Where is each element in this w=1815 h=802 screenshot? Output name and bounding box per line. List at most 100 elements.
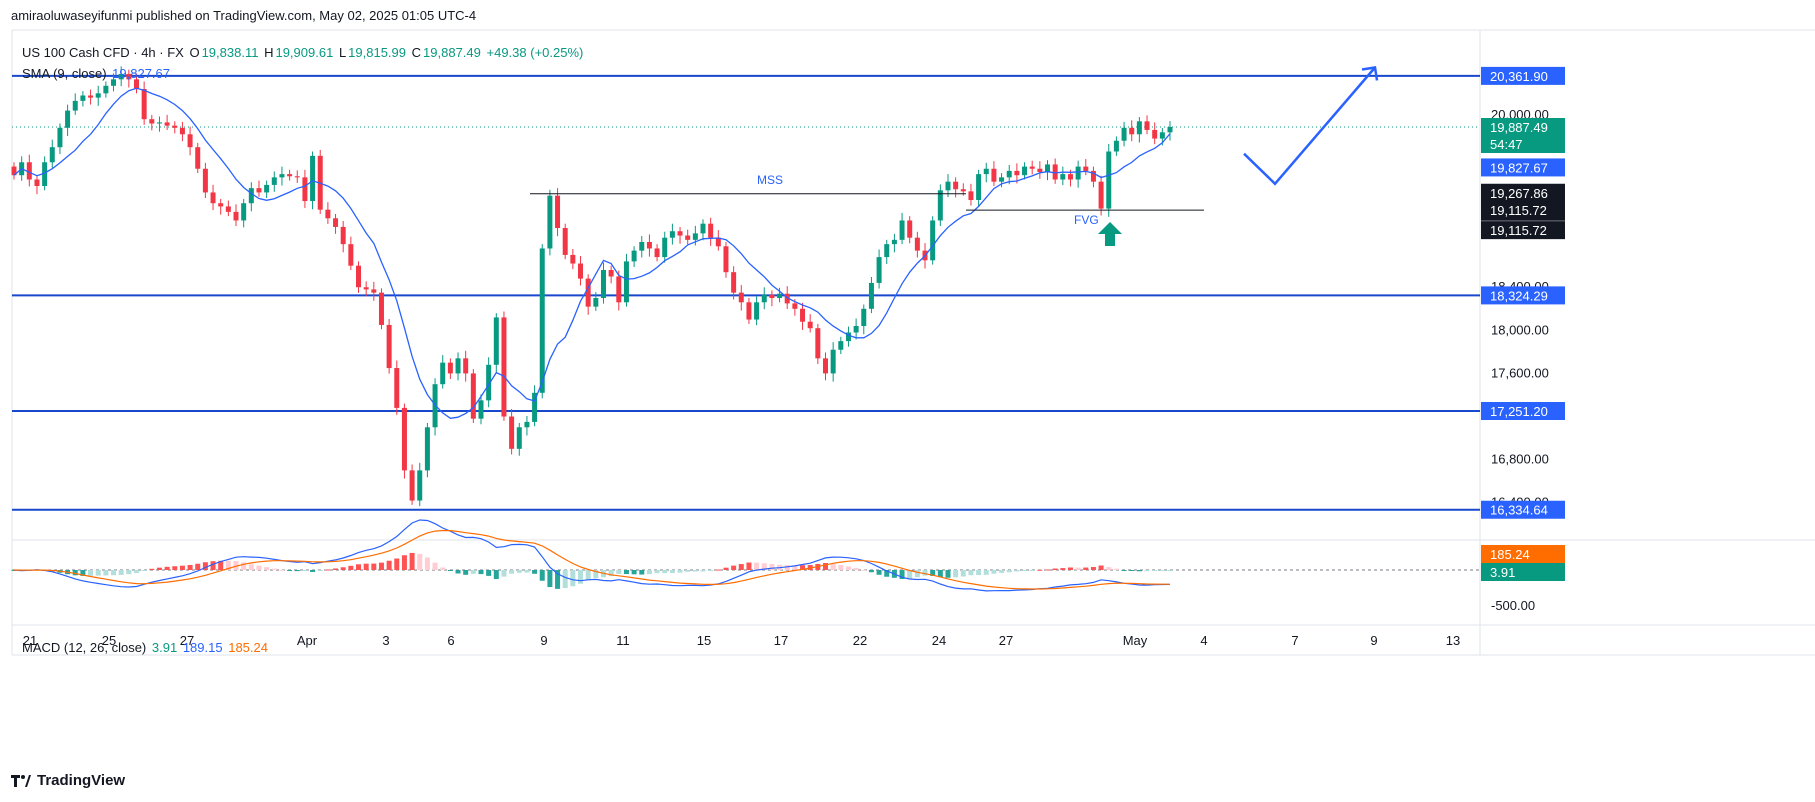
- candle: [470, 369, 476, 423]
- candle: [65, 104, 71, 136]
- candle: [861, 304, 867, 335]
- macd-histogram-bar: [899, 570, 905, 579]
- sma-line: [13, 87, 1171, 419]
- candle: [1113, 136, 1119, 156]
- candle-body: [685, 235, 691, 240]
- macd-histogram-bar: [210, 561, 216, 570]
- candle-body: [616, 276, 622, 303]
- candle: [930, 216, 936, 265]
- macd-histogram-bar: [248, 564, 254, 570]
- candle-body: [287, 174, 293, 177]
- macd-histogram-bar: [363, 563, 369, 570]
- candle-body: [501, 317, 507, 417]
- macd-histogram-bar: [187, 564, 193, 570]
- y-tick-label: 16,800.00: [1491, 452, 1549, 467]
- macd-histogram-bar: [654, 570, 660, 574]
- macd-histogram-bar: [608, 570, 614, 577]
- macd-histogram-bar: [1037, 569, 1043, 571]
- candle-body: [1159, 132, 1165, 139]
- candle-body: [49, 147, 55, 163]
- macd-histogram-bar: [1022, 570, 1028, 572]
- macd-hist-value: 3.91: [151, 640, 178, 655]
- price-axis-tag-bg: [1481, 500, 1565, 519]
- macd-histogram-bar: [348, 565, 354, 570]
- candle: [179, 121, 185, 142]
- candle-body: [792, 303, 798, 309]
- candle: [639, 236, 645, 258]
- candle: [386, 319, 392, 374]
- candle-body: [723, 246, 729, 273]
- candle: [700, 219, 706, 241]
- candle: [264, 180, 270, 199]
- candle-body: [562, 227, 568, 255]
- x-tick-label: 27: [999, 633, 1013, 648]
- macd-histogram-bar: [1098, 565, 1104, 570]
- candle-body: [1129, 127, 1135, 135]
- macd-histogram-bar: [264, 567, 270, 570]
- price-axis-tag-label: 19,115.72: [1490, 203, 1547, 218]
- candle-body: [57, 127, 63, 148]
- macd-histogram-bar: [532, 570, 538, 574]
- macd-histogram-bar: [1014, 570, 1020, 572]
- candle-body: [371, 289, 377, 293]
- candle-body: [241, 203, 247, 221]
- macd-histogram-bar: [983, 570, 989, 575]
- macd-histogram-bar: [179, 565, 185, 570]
- candle-body: [378, 292, 384, 325]
- close-label: C: [411, 45, 422, 60]
- macd-axis-tag: 185.24: [1481, 545, 1565, 563]
- macd-histogram-bar: [585, 570, 591, 581]
- open-value: 19,838.11: [201, 45, 259, 60]
- price-axis-tag: 19,115.72: [1481, 201, 1565, 220]
- candle-body: [876, 257, 882, 283]
- candle-body: [600, 270, 606, 299]
- candle-body: [210, 192, 216, 204]
- candle-body: [394, 368, 400, 408]
- candle-body: [623, 261, 629, 303]
- candle-body: [669, 231, 675, 238]
- candle: [754, 296, 760, 326]
- macd-histogram-bar: [1045, 569, 1051, 571]
- candle: [838, 336, 844, 355]
- macd-axis-tag-label: 3.91: [1490, 565, 1515, 580]
- macd-histogram-bar: [1121, 570, 1127, 571]
- candle: [486, 357, 492, 408]
- macd-histogram-bar: [271, 568, 277, 570]
- price-axis-tag: 19,827.67: [1481, 158, 1565, 177]
- candle: [11, 162, 17, 180]
- candle-body: [677, 231, 683, 236]
- candle: [409, 464, 415, 505]
- price-axis-tag-label: 17,251.20: [1490, 404, 1548, 419]
- macd-histogram-bar: [937, 570, 943, 578]
- price-axis-tag-bg: [1481, 201, 1565, 220]
- macd-histogram-bar: [172, 566, 178, 570]
- candle-body: [761, 294, 767, 303]
- macd-histogram-bar: [1083, 567, 1089, 570]
- candle-body: [555, 195, 561, 228]
- candle-body: [417, 470, 423, 501]
- candle-body: [1014, 170, 1020, 176]
- candle: [914, 231, 920, 258]
- macd-histogram-bar: [968, 570, 974, 576]
- candle: [287, 169, 293, 181]
- tradingview-brand[interactable]: TradingView: [11, 772, 125, 789]
- price-axis-tag: 16,334.64: [1481, 500, 1565, 519]
- macd-histogram-bar: [830, 563, 836, 570]
- candle-body: [233, 211, 239, 221]
- macd-histogram-bar: [516, 570, 522, 573]
- candle-body: [26, 162, 32, 180]
- candle-body: [1121, 127, 1127, 141]
- macd-axis-tag-bg: [1481, 563, 1565, 581]
- macd-histogram-bar: [164, 566, 170, 570]
- candle: [662, 231, 668, 263]
- candle: [401, 403, 407, 479]
- x-tick-label: 24: [932, 633, 946, 648]
- macd-histogram-bar: [524, 570, 530, 573]
- candle-body: [118, 73, 124, 80]
- x-tick-label: May: [1123, 633, 1148, 648]
- candle-body: [111, 79, 117, 86]
- x-tick-label: 13: [1446, 633, 1460, 648]
- macd-histogram-bar: [876, 570, 882, 575]
- price-axis-tag: 20,361.90: [1481, 66, 1565, 85]
